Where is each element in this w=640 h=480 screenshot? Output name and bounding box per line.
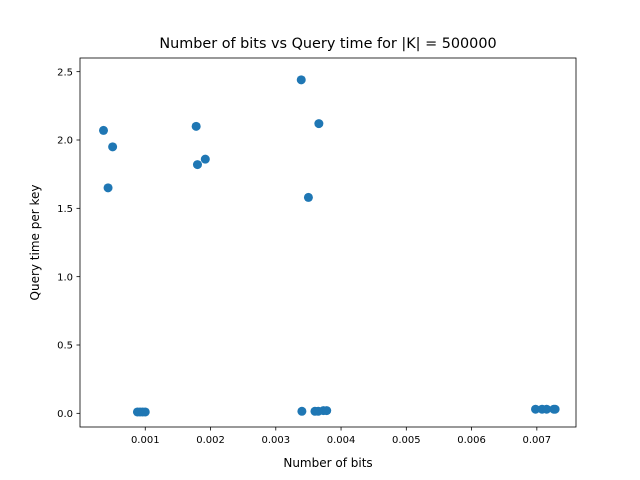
data-point (297, 406, 307, 416)
data-point (191, 121, 201, 131)
data-point (531, 404, 541, 414)
y-tick-label: 0.5 (57, 341, 73, 352)
y-tick-label: 2.5 (57, 67, 73, 78)
data-point (296, 75, 306, 85)
data-point (542, 404, 552, 414)
y-axis-ticks: 0.0 0.5 1.0 1.5 2.0 2.5 (57, 67, 80, 420)
x-tick-label: 0.006 (457, 435, 486, 446)
data-point (98, 125, 108, 135)
x-axis-label: Number of bits (283, 456, 372, 470)
data-points (98, 75, 560, 417)
x-tick-label: 0.003 (261, 435, 290, 446)
x-axis-ticks: 0.001 0.002 0.003 0.004 0.005 0.006 0.007 (131, 427, 551, 446)
data-point (303, 192, 313, 202)
x-tick-label: 0.002 (196, 435, 225, 446)
y-tick-label: 1.0 (57, 272, 73, 283)
x-tick-label: 0.005 (392, 435, 421, 446)
y-axis-label: Query time per key (28, 185, 42, 301)
data-point (550, 404, 560, 414)
y-tick-label: 1.5 (57, 204, 73, 215)
data-point (322, 406, 332, 416)
data-point (314, 119, 324, 129)
x-tick-label: 0.001 (131, 435, 160, 446)
y-tick-label: 2.0 (57, 136, 73, 147)
y-tick-label: 0.0 (57, 409, 73, 420)
data-point (192, 160, 202, 170)
data-point (108, 142, 118, 152)
plot-frame (79, 57, 577, 428)
x-tick-label: 0.007 (523, 435, 552, 446)
x-tick-label: 0.004 (327, 435, 356, 446)
chart-title: Number of bits vs Query time for |K| = 5… (159, 36, 496, 52)
data-point (140, 407, 150, 417)
plot-area (80, 58, 576, 427)
data-point (200, 154, 210, 164)
data-point (103, 183, 113, 193)
